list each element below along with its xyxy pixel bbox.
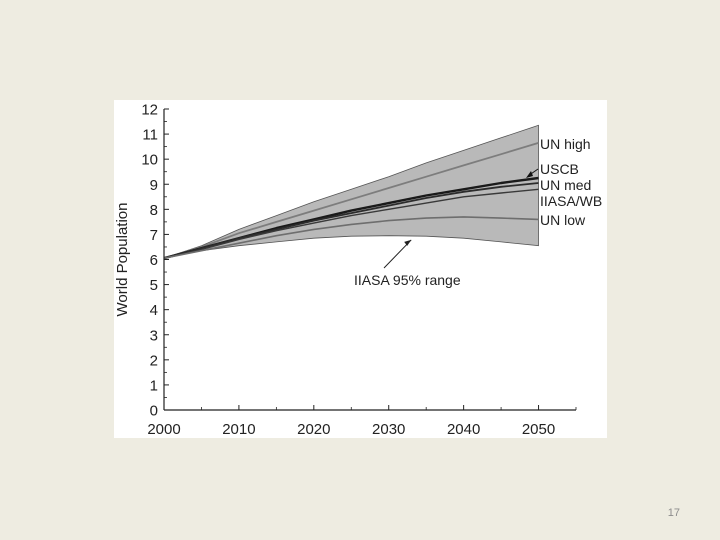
y-tick-label: 4 bbox=[150, 302, 158, 319]
slide-number: 17 bbox=[667, 507, 680, 519]
y-tick-label: 5 bbox=[150, 277, 158, 294]
series-label-un-low: UN low bbox=[540, 212, 586, 228]
series-line-un-high bbox=[163, 142, 539, 260]
series-line-iiasa-wb bbox=[163, 188, 539, 259]
x-tick-label: 2050 bbox=[522, 421, 555, 438]
series-label-un-high: UN high bbox=[540, 136, 591, 152]
y-tick-label: 10 bbox=[141, 152, 158, 169]
series-label-un-med: UN med bbox=[540, 177, 591, 193]
y-axis-title: World Population bbox=[114, 203, 131, 317]
y-tick-label: 8 bbox=[150, 202, 158, 219]
y-tick-label: 0 bbox=[150, 403, 158, 420]
y-tick-label: 7 bbox=[150, 227, 158, 244]
annotation-iiasa-95-range: IIASA 95% range bbox=[354, 272, 461, 288]
x-tick-label: 2020 bbox=[297, 421, 330, 438]
annotation-arrowhead bbox=[404, 239, 412, 246]
y-tick-label: 2 bbox=[150, 352, 158, 369]
series-label-iiasa-wb: IIASA/WB bbox=[540, 193, 602, 209]
band-iiasa-95-range bbox=[163, 124, 539, 259]
series-label-uscb: USCB bbox=[540, 161, 579, 177]
x-tick-label: 2040 bbox=[447, 421, 480, 438]
y-tick-label: 9 bbox=[150, 177, 158, 194]
series-line-un-med bbox=[163, 182, 539, 260]
series-line-un-low bbox=[163, 216, 539, 259]
y-tick-label: 3 bbox=[150, 327, 158, 344]
y-tick-label: 1 bbox=[150, 377, 158, 394]
uscb-arrowhead bbox=[526, 171, 533, 178]
y-tick-label: 12 bbox=[141, 102, 158, 119]
x-tick-label: 2000 bbox=[147, 421, 180, 438]
chart-panel: 0 1 2 3 4 5 6 7 8 9 10 11 12 2000 2010 2020 2030 2040 2050… bbox=[114, 100, 607, 438]
x-tick-label: 2010 bbox=[222, 421, 255, 438]
x-tick-label: 2030 bbox=[372, 421, 405, 438]
y-tick-label: 11 bbox=[142, 127, 158, 144]
y-tick-label: 6 bbox=[150, 252, 158, 269]
